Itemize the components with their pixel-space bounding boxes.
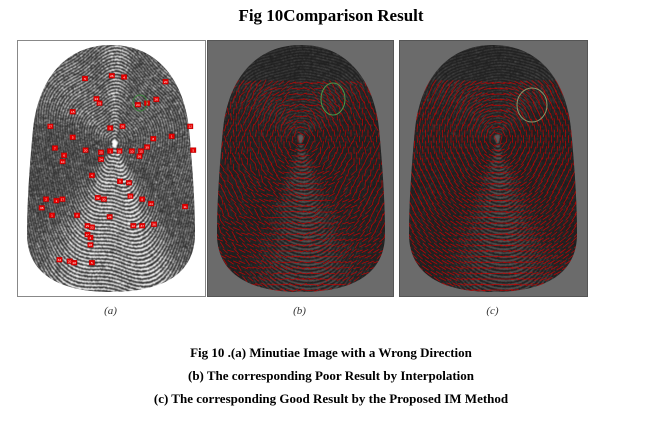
svg-text:32: 32 [96, 196, 100, 200]
svg-text:12: 12 [188, 125, 192, 129]
svg-text:24: 24 [136, 103, 140, 107]
svg-text:5: 5 [84, 77, 86, 81]
svg-text:5: 5 [72, 136, 74, 140]
svg-text:11: 11 [183, 205, 186, 209]
svg-text:8: 8 [152, 137, 154, 141]
svg-text:28: 28 [72, 261, 76, 265]
svg-text:10: 10 [61, 160, 65, 164]
svg-text:6: 6 [63, 154, 65, 158]
svg-text:15: 15 [71, 110, 75, 114]
svg-text:9: 9 [119, 180, 121, 184]
svg-text:4: 4 [91, 174, 93, 178]
svg-text:27: 27 [49, 125, 53, 129]
svg-text:29: 29 [129, 194, 133, 198]
svg-text:5: 5 [192, 148, 194, 152]
svg-text:1: 1 [51, 214, 53, 218]
svg-text:4: 4 [90, 236, 92, 240]
svg-text:1: 1 [171, 135, 173, 139]
svg-text:35: 35 [118, 149, 122, 153]
svg-text:26: 26 [155, 98, 159, 102]
svg-text:30: 30 [102, 197, 106, 201]
svg-text:8: 8 [76, 214, 78, 218]
svg-text:10: 10 [130, 149, 134, 153]
svg-text:25: 25 [99, 151, 103, 155]
svg-text:39: 39 [145, 145, 149, 149]
svg-text:1: 1 [56, 199, 58, 203]
svg-text:15: 15 [139, 149, 143, 153]
svg-text:24: 24 [99, 158, 103, 162]
svg-text:22: 22 [132, 224, 136, 228]
svg-text:24: 24 [108, 215, 112, 219]
svg-text:20: 20 [68, 259, 72, 263]
svg-text:2: 2 [45, 197, 47, 201]
svg-text:9: 9 [109, 126, 111, 130]
svg-text:33: 33 [90, 225, 94, 229]
svg-text:26: 26 [110, 74, 114, 78]
svg-text:37: 37 [140, 224, 144, 228]
svg-text:36: 36 [138, 155, 142, 159]
svg-text:4: 4 [123, 75, 125, 79]
svg-text:36: 36 [152, 223, 156, 227]
svg-text:28: 28 [89, 243, 93, 247]
svg-text:29: 29 [86, 224, 90, 228]
svg-text:36: 36 [40, 206, 44, 210]
svg-text:8: 8 [141, 197, 143, 201]
svg-text:24: 24 [149, 202, 153, 206]
svg-text:1: 1 [109, 149, 111, 153]
svg-text:20: 20 [84, 148, 88, 152]
svg-text:20: 20 [127, 181, 131, 185]
svg-text:7: 7 [54, 146, 56, 150]
svg-text:5: 5 [91, 261, 93, 265]
svg-text:20: 20 [164, 80, 168, 84]
svg-text:34: 34 [58, 258, 62, 262]
svg-text:17: 17 [61, 197, 65, 201]
svg-text:39: 39 [121, 125, 125, 129]
svg-text:29: 29 [98, 101, 102, 105]
